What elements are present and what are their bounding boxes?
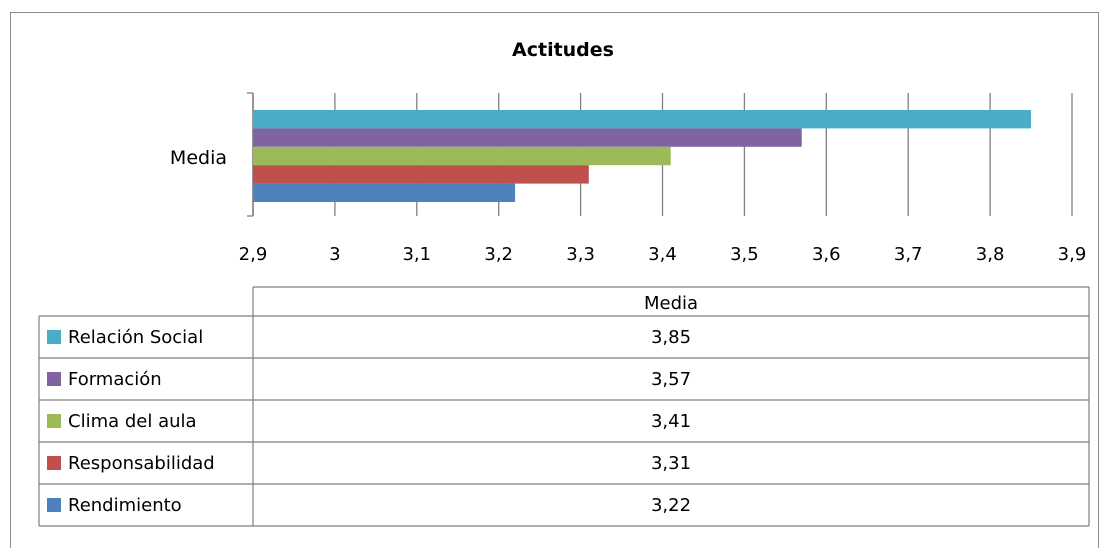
legend-key	[47, 414, 61, 428]
legend-key	[47, 456, 61, 470]
x-tick-label: 3,2	[484, 244, 513, 265]
table-row-label: Clima del aula	[68, 411, 197, 432]
table-cell-value: 3,41	[651, 411, 691, 432]
x-tick-label: 3,7	[894, 244, 923, 265]
x-tick-label: 2,9	[239, 244, 268, 265]
bar	[253, 183, 516, 202]
bar	[253, 110, 1032, 129]
x-tick-label: 3,4	[648, 244, 677, 265]
bar	[253, 146, 671, 166]
table-row-label: Relación Social	[68, 327, 203, 348]
legend-key	[47, 372, 61, 386]
x-tick-label: 3,1	[402, 244, 431, 265]
table-row-label: Rendimiento	[68, 495, 182, 516]
bar	[253, 165, 589, 184]
table-row-label: Responsabilidad	[68, 453, 215, 474]
x-tick-label: 3,9	[1058, 244, 1087, 265]
chart-frame	[10, 12, 1099, 548]
bar	[253, 128, 802, 147]
table-cell-value: 3,85	[651, 327, 691, 348]
chart-title: Actitudes	[512, 39, 614, 61]
table-cell-value: 3,22	[651, 495, 691, 516]
table-cell-value: 3,31	[651, 453, 691, 474]
legend-key	[47, 330, 61, 344]
x-tick-label: 3,5	[730, 244, 759, 265]
legend-key	[47, 498, 61, 512]
category-label: Media	[170, 147, 227, 169]
x-tick-label: 3,6	[812, 244, 841, 265]
x-tick-label: 3,8	[976, 244, 1005, 265]
x-tick-label: 3	[329, 244, 340, 265]
table-cell-value: 3,57	[651, 369, 691, 390]
table-row-label: Formación	[68, 369, 162, 390]
x-tick-label: 3,3	[566, 244, 595, 265]
table-header: Media	[644, 293, 698, 314]
